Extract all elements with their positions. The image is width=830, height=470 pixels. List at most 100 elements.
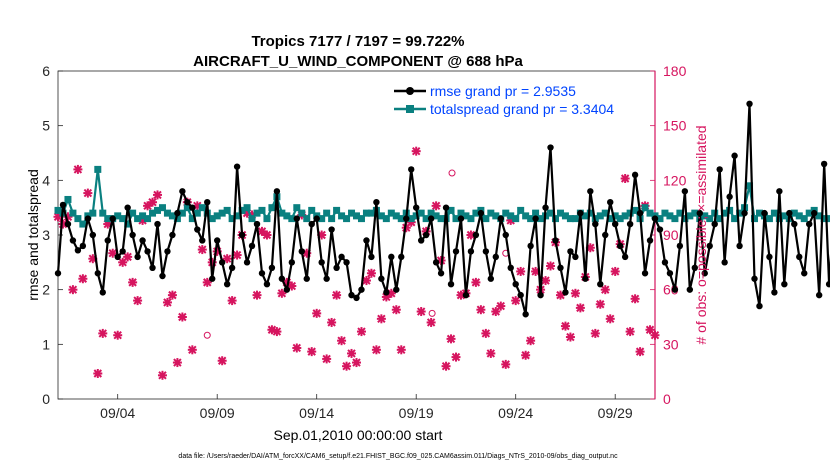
totalspread-point: [502, 209, 510, 217]
rmse-point: [258, 270, 266, 277]
totalspread-point: [601, 209, 609, 217]
x-axis-label: Sep.01,2010 00:00:00 start: [274, 427, 443, 443]
rmse-point: [532, 215, 539, 222]
obs-assimilated-marker: [73, 164, 83, 174]
rmse-point: [99, 289, 106, 296]
rmse-point: [393, 286, 400, 293]
rmse-point: [268, 264, 276, 271]
totalspread-point: [343, 215, 351, 223]
rmse-point: [761, 209, 768, 217]
totalspread-point: [268, 204, 276, 212]
rmse-point: [278, 275, 286, 282]
totalspread-point: [233, 212, 241, 220]
obs-assimilated-marker: [486, 348, 496, 358]
rmse-point: [363, 237, 370, 244]
rmse-point: [432, 259, 440, 266]
rmse-point: [462, 291, 470, 299]
rmse-point: [59, 201, 67, 209]
totalspread-point: [308, 206, 316, 214]
obs-assimilated-marker: [197, 245, 207, 255]
totalspread-point: [178, 209, 186, 217]
rmse-point: [547, 144, 554, 151]
totalspread-point: [606, 215, 614, 223]
rmse-point: [567, 248, 574, 255]
obs-assimilated-marker: [148, 197, 158, 207]
rmse-point: [437, 270, 445, 277]
rmse-point: [666, 270, 674, 277]
totalspread-point: [283, 212, 291, 220]
rmse-point: [134, 253, 141, 261]
totalspread-point: [517, 206, 525, 214]
rmse-point: [587, 188, 594, 195]
rmse-point: [343, 259, 350, 266]
totalspread-point: [392, 212, 400, 220]
rmse-point: [786, 209, 793, 217]
totalspread-point: [820, 215, 828, 223]
obs-assimilated-marker: [446, 334, 456, 344]
totalspread-point: [616, 215, 624, 223]
obs-assimilated-marker: [376, 314, 386, 324]
totalspread-point: [412, 212, 420, 220]
totalspread-point: [492, 212, 500, 220]
rmse-point: [338, 253, 345, 261]
rmse-point: [114, 253, 121, 261]
totalspread-point: [64, 195, 72, 203]
rmse-point: [602, 231, 609, 239]
rmse-point: [542, 204, 549, 211]
rmse-point: [303, 275, 310, 282]
obs-assimilated-marker: [516, 266, 526, 276]
rmse-point: [806, 220, 813, 228]
totalspread-point: [198, 204, 206, 212]
legend-rmse-label: rmse grand pr = 2.9535: [430, 83, 576, 99]
totalspread-point: [183, 204, 191, 212]
obs-assimilated-marker: [570, 288, 580, 298]
rmse-point: [791, 220, 798, 228]
totalspread-point: [228, 215, 236, 223]
totalspread-point: [134, 215, 142, 223]
totalspread-point: [701, 212, 709, 220]
obs-assimilated-marker: [605, 314, 615, 324]
rmse-point: [54, 270, 62, 277]
totalspread-point: [671, 215, 679, 223]
rmse-point: [801, 270, 808, 277]
rmse-point: [417, 237, 425, 244]
rmse-point: [597, 281, 604, 288]
totalspread-point: [646, 209, 654, 217]
rmse-point: [607, 199, 614, 206]
x-tick-label: 09/19: [399, 405, 434, 421]
y2-tick-label: 180: [663, 63, 687, 79]
totalspread-point: [333, 206, 341, 214]
y2-tick-label: 150: [663, 118, 687, 134]
obs-assimilated-marker: [292, 343, 302, 353]
totalspread-point: [731, 215, 739, 223]
rmse-point: [472, 231, 480, 239]
rmse-point: [781, 281, 788, 288]
totalspread-point: [377, 212, 385, 220]
totalspread-point: [800, 215, 808, 223]
rmse-point: [457, 215, 465, 222]
rmse-point: [408, 166, 415, 173]
rmse-point: [537, 291, 544, 299]
rmse-point: [676, 242, 684, 250]
rmse-point: [293, 215, 300, 222]
totalspread-point: [681, 215, 689, 223]
rmse-point: [701, 270, 708, 277]
rmse-point: [154, 220, 161, 228]
x-tick-label: 09/09: [200, 405, 235, 421]
totalspread-point: [417, 209, 425, 217]
rmse-point: [64, 220, 72, 228]
rmse-point: [612, 220, 619, 228]
totalspread-point: [467, 215, 475, 223]
totalspread-point: [114, 212, 122, 220]
obs-assimilated-marker: [600, 285, 610, 295]
rmse-point: [751, 275, 758, 282]
obs-assimilated-marker: [590, 328, 600, 338]
totalspread-point: [706, 215, 714, 223]
rmse-point: [492, 253, 499, 261]
rmse-point: [298, 248, 305, 255]
totalspread-point: [571, 215, 579, 223]
rmse-point: [626, 220, 634, 228]
obs-assimilated-marker: [471, 277, 481, 287]
totalspread-point: [238, 206, 246, 214]
